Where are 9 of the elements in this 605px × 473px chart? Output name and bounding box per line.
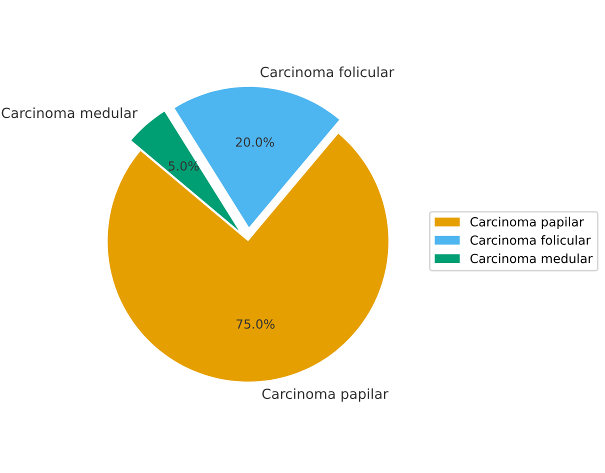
legend-label: Carcinoma papilar: [470, 216, 584, 229]
slice-label: Carcinoma medular: [2, 107, 138, 118]
data-label: 75.0%: [236, 319, 275, 329]
legend-label: Carcinoma medular: [470, 254, 593, 264]
data-label: 5.0%: [168, 161, 199, 171]
legend-label: Carcinoma folicular: [470, 235, 591, 245]
slice-label: Carcinoma folicular: [260, 66, 394, 78]
data-label: 20.0%: [236, 137, 274, 147]
slice-label: Carcinoma papilar: [262, 388, 388, 402]
